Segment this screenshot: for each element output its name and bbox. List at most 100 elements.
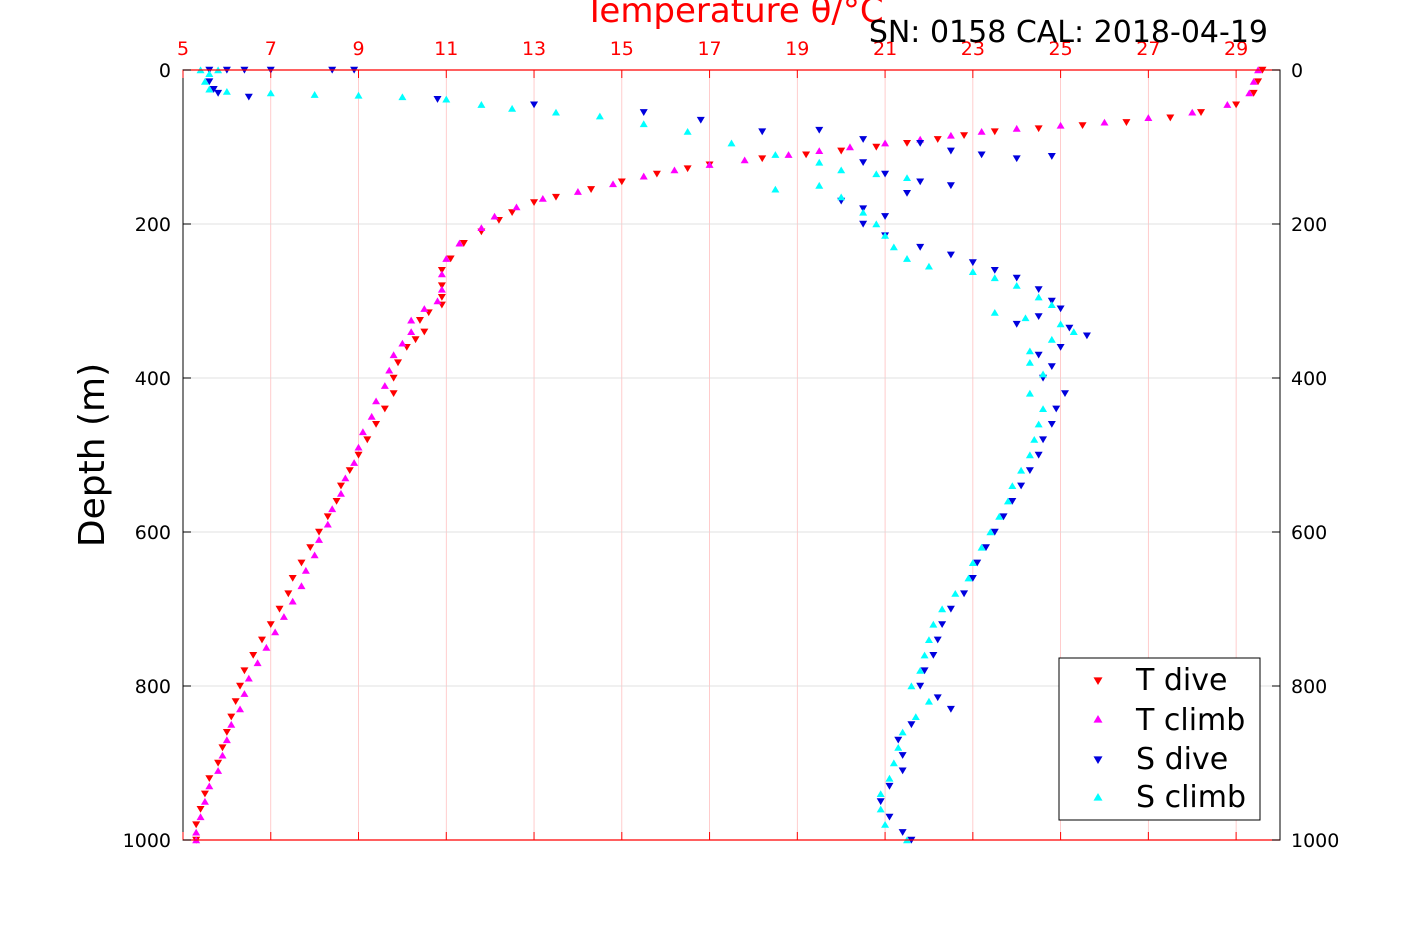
data-point [1025, 359, 1034, 366]
data-point [652, 170, 661, 178]
series-s-dive [205, 66, 1091, 844]
data-point [332, 498, 341, 505]
data-point [538, 194, 547, 202]
data-point [894, 744, 903, 751]
data-point [218, 744, 227, 752]
data-point [407, 328, 416, 335]
data-point [898, 767, 907, 775]
data-point [407, 316, 416, 324]
data-point [894, 736, 903, 744]
y-tick-label-right: 400 [1291, 368, 1327, 390]
data-point [1034, 451, 1043, 459]
data-point [683, 165, 692, 173]
data-point [1034, 313, 1043, 320]
x-tick-label: 15 [610, 38, 634, 60]
data-point [696, 116, 705, 124]
data-point [363, 436, 372, 444]
data-point [907, 721, 916, 729]
data-point [802, 151, 811, 159]
data-point [1122, 119, 1131, 126]
data-point [639, 172, 648, 180]
data-point [573, 188, 582, 195]
y-tick-label-right: 800 [1291, 676, 1327, 698]
x-tick-label: 9 [352, 38, 364, 60]
data-point [389, 374, 398, 382]
data-point [933, 694, 942, 702]
data-point [990, 267, 999, 274]
data-point [266, 89, 275, 97]
data-point [315, 528, 324, 536]
data-point [876, 790, 885, 797]
data-point [508, 104, 517, 112]
data-point [784, 151, 793, 158]
data-point [815, 158, 824, 166]
data-point [990, 274, 999, 282]
axis-ticks: 5 7 9 11 13 15 17 19 21 23 25 27 29 0 0 200 200 400 400 600… [123, 38, 1340, 852]
data-point [231, 698, 240, 705]
data-point [236, 682, 245, 690]
y-tick-label-left: 200 [135, 214, 171, 236]
data-point [205, 85, 214, 93]
data-point [315, 536, 324, 543]
data-point [960, 590, 969, 598]
data-point [354, 91, 363, 99]
data-point [845, 143, 854, 151]
data-point [1012, 155, 1021, 163]
data-point [946, 131, 955, 139]
data-point [999, 513, 1008, 521]
data-point [394, 359, 403, 367]
data-point [271, 628, 280, 636]
data-point [222, 87, 231, 95]
data-point [1034, 351, 1043, 359]
data-point [872, 143, 881, 151]
data-point [200, 77, 209, 85]
data-point [262, 643, 271, 651]
data-point [951, 590, 960, 597]
y-tick-label-right: 0 [1291, 60, 1303, 82]
data-point [380, 405, 389, 413]
data-point [420, 328, 429, 336]
data-point [1008, 498, 1017, 505]
data-point [1082, 332, 1091, 340]
y-tick-label-left: 600 [135, 522, 171, 544]
data-point [946, 147, 955, 155]
data-point [881, 139, 890, 147]
data-point [876, 798, 885, 806]
data-point [297, 559, 306, 567]
data-point [398, 93, 407, 101]
data-point [341, 474, 350, 482]
data-point [1025, 347, 1034, 355]
data-point [903, 255, 912, 262]
data-point [490, 212, 499, 220]
data-point [705, 161, 714, 168]
data-point [889, 759, 898, 767]
data-point [885, 813, 894, 821]
data-point [872, 220, 881, 228]
data-point [924, 636, 933, 643]
data-point [986, 528, 995, 536]
data-point [328, 505, 337, 513]
data-point [358, 428, 367, 436]
data-point [420, 305, 429, 312]
chart-title: Temperature θ/°C [583, 0, 883, 31]
x-tick-label: 21 [873, 38, 897, 60]
data-point [433, 297, 442, 305]
data-point [1012, 274, 1021, 282]
data-point [977, 128, 986, 135]
data-point [205, 78, 214, 86]
data-point [508, 209, 517, 217]
data-point [284, 590, 293, 598]
data-point [1047, 297, 1056, 305]
data-point [1039, 405, 1048, 412]
data-point [1025, 467, 1034, 474]
legend-marker-s-dive [1093, 756, 1103, 765]
data-point [306, 544, 315, 551]
data-point [1034, 420, 1043, 428]
data-point [205, 775, 214, 782]
data-point [244, 674, 253, 682]
data-point [898, 829, 907, 836]
data-point [990, 128, 999, 136]
data-point [192, 828, 201, 836]
data-point [771, 151, 780, 158]
data-point [200, 797, 209, 805]
